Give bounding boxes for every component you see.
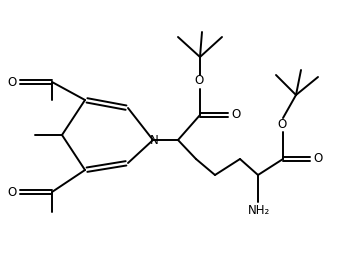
Text: O: O <box>277 117 287 131</box>
Text: O: O <box>7 186 17 198</box>
Text: O: O <box>313 152 323 166</box>
Text: O: O <box>231 108 241 122</box>
Text: O: O <box>7 76 17 88</box>
Text: NH₂: NH₂ <box>248 205 270 217</box>
Text: O: O <box>194 75 204 87</box>
Text: N: N <box>150 133 158 146</box>
